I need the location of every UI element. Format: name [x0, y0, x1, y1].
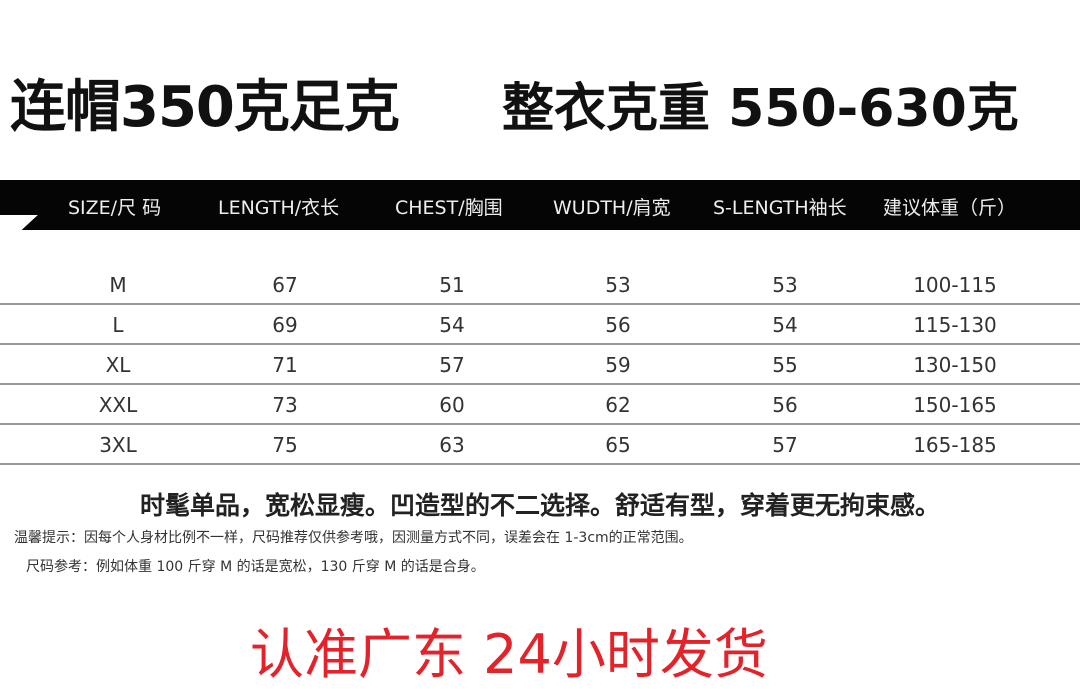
table-cell: 59 — [605, 353, 631, 377]
table-cell: 75 — [272, 433, 298, 457]
table-row: L 69 54 56 54 115-130 — [0, 303, 1080, 345]
table-cell: 56 — [772, 393, 798, 417]
column-header: WUDTH/肩宽 — [553, 197, 671, 219]
shipping-notice: 认准广东 24小时发货 — [250, 623, 768, 686]
table-cell: 53 — [772, 273, 798, 297]
table-cell: 63 — [439, 433, 465, 457]
column-header: CHEST/胸围 — [395, 197, 503, 219]
table-cell: 67 — [272, 273, 298, 297]
table-header-bar — [0, 180, 1080, 230]
title-total-weight: 整衣克重 550-630克 — [502, 79, 1019, 139]
table-row: M 67 51 53 53 100-115 — [0, 263, 1080, 305]
table-row: XL 71 57 59 55 130-150 — [0, 343, 1080, 385]
table-cell: 165-185 — [913, 433, 997, 457]
table-row: 3XL 75 63 65 57 165-185 — [0, 423, 1080, 465]
table-cell: 65 — [605, 433, 631, 457]
slogan: 时髦单品，宽松显瘦。凹造型的不二选择。舒适有型，穿着更无拘束感。 — [139, 491, 940, 520]
table-cell: 150-165 — [913, 393, 997, 417]
table-cell: 54 — [772, 313, 798, 337]
table-cell: L — [112, 313, 124, 337]
table-cell: 69 — [272, 313, 298, 337]
table-cell: 51 — [439, 273, 465, 297]
table-cell: 54 — [439, 313, 465, 337]
title-hood-weight: 连帽350克足克 — [10, 75, 400, 140]
column-header: S-LENGTH袖长 — [713, 197, 847, 219]
table-row: XXL 73 60 62 56 150-165 — [0, 383, 1080, 425]
table-cell: 62 — [605, 393, 631, 417]
table-cell: 73 — [272, 393, 298, 417]
table-cell: XL — [105, 353, 131, 377]
column-header: LENGTH/衣长 — [218, 197, 340, 219]
table-cell: 71 — [272, 353, 298, 377]
table-cell: 3XL — [99, 433, 137, 457]
table-cell: 130-150 — [913, 353, 997, 377]
table-cell: 55 — [772, 353, 798, 377]
column-header: SIZE/尺 码 — [68, 197, 162, 219]
note-size-reference: 尺码参考：例如体重 100 斤穿 M 的话是宽松，130 斤穿 M 的话是合身。 — [26, 559, 485, 575]
table-cell: 57 — [772, 433, 798, 457]
table-cell: 56 — [605, 313, 631, 337]
table-cell: 100-115 — [913, 273, 997, 297]
note-tip: 温馨提示：因每个人身材比例不一样，尺码推荐仅供参考哦，因测量方式不同，误差会在 … — [14, 530, 693, 546]
table-cell: 53 — [605, 273, 631, 297]
column-header: 建议体重（斤） — [883, 197, 1017, 219]
table-cell: 57 — [439, 353, 465, 377]
table-cell: 115-130 — [913, 313, 997, 337]
table-cell: M — [109, 273, 127, 297]
table-cell: XXL — [98, 393, 138, 417]
table-cell: 60 — [439, 393, 465, 417]
